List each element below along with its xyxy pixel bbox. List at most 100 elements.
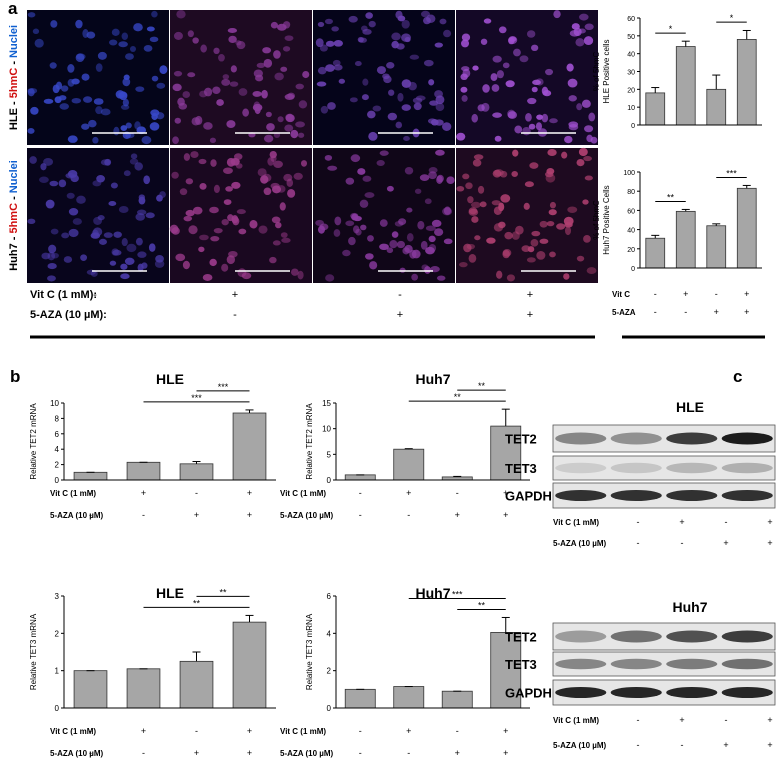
nucleus [210,236,220,242]
nucleus [209,206,219,214]
significance-label: *** [218,382,229,392]
nucleus [295,83,304,90]
nucleus [176,9,186,19]
nucleus [350,154,361,163]
bar [736,39,757,126]
nucleus [414,188,422,194]
blot-band [610,490,662,501]
condition-label: Vit C (1 mM) [280,489,326,498]
nucleus [286,113,294,121]
nucleus [547,149,557,157]
nucleus [302,70,310,79]
y-tick-label: 0 [327,704,332,713]
bar [706,88,727,126]
nucleus [175,253,186,262]
significance-label: ** [478,600,486,610]
bar [675,210,696,269]
nucleus [362,78,369,86]
nucleus [417,220,425,230]
nucleus [348,236,356,246]
nucleus [27,218,36,225]
row-label-part: - [8,58,20,68]
error-bar [245,409,254,414]
nucleus [156,194,163,202]
bar [232,412,267,481]
nucleus [108,200,117,207]
condition-label: 5-AZA (10 µM) [50,511,104,520]
nucleus [359,199,369,208]
nucleus [54,96,62,104]
nucleus [277,116,284,123]
condition-sign: + [679,715,684,725]
condition-sign: + [744,307,749,317]
nucleus [159,65,168,75]
blot-band [666,687,718,698]
condition-sign: - [359,726,362,736]
nucleus [369,261,378,270]
nucleus [269,150,277,159]
nucleus [428,79,435,86]
nucleus [358,37,367,43]
blot-band [610,658,662,670]
nucleus [185,178,194,185]
blot-band [555,462,607,474]
y-tick-label: 15 [322,399,331,408]
nucleus [535,122,542,131]
nucleus [354,61,362,67]
row-label-part: Nuclei [8,160,20,193]
condition-sign: + [247,510,252,520]
blot-band [555,687,607,698]
condition-sign: - [637,740,640,750]
nucleus [67,64,75,73]
nucleus [284,35,294,41]
nucleus [376,160,385,166]
condition-sign: - [654,289,657,299]
nucleus [461,66,470,72]
nucleus [213,228,223,234]
nucleus [263,58,273,68]
nucleus [192,37,199,44]
nucleus [67,170,78,178]
condition-sign: + [767,715,772,725]
condition-sign: + [744,289,749,299]
nucleus [146,26,155,32]
blot-title: HLE [676,399,704,415]
nucleus [386,185,394,192]
row-label-part: 5hmC [8,203,20,234]
nucleus [397,15,406,22]
nucleus [223,167,233,175]
nucleus [172,136,179,144]
nucleus [227,214,234,222]
nucleus [273,50,281,59]
condition-label: 5-AZA (10 µM) [280,749,334,758]
condition-sign: - [456,726,459,736]
nucleus [439,18,447,25]
nucleus [221,263,229,272]
row-label: HLE - 5hmC - Nuclei [8,25,20,130]
nucleus [423,59,434,67]
condition-label: Vit C (1 mM) [553,518,599,527]
nucleus [411,273,419,281]
condition-sign: - [407,510,410,520]
nucleus [541,113,549,123]
nucleus [109,39,118,46]
condition-sign: + [141,488,146,498]
nucleus [471,113,479,123]
nucleus [492,55,502,63]
condition-sign: - [359,510,362,520]
nucleus [526,257,536,263]
condition-sign: + [503,488,508,498]
nucleus [528,123,536,130]
nucleus [584,175,593,181]
nucleus [556,223,566,230]
nucleus [338,78,346,84]
nucleus [368,131,378,141]
row-label-part: Nuclei [8,25,20,58]
nucleus [112,249,122,256]
nucleus [96,174,105,183]
nucleus [575,38,585,47]
nucleus [513,48,521,57]
nucleus [230,65,237,73]
nucleus [258,225,268,234]
